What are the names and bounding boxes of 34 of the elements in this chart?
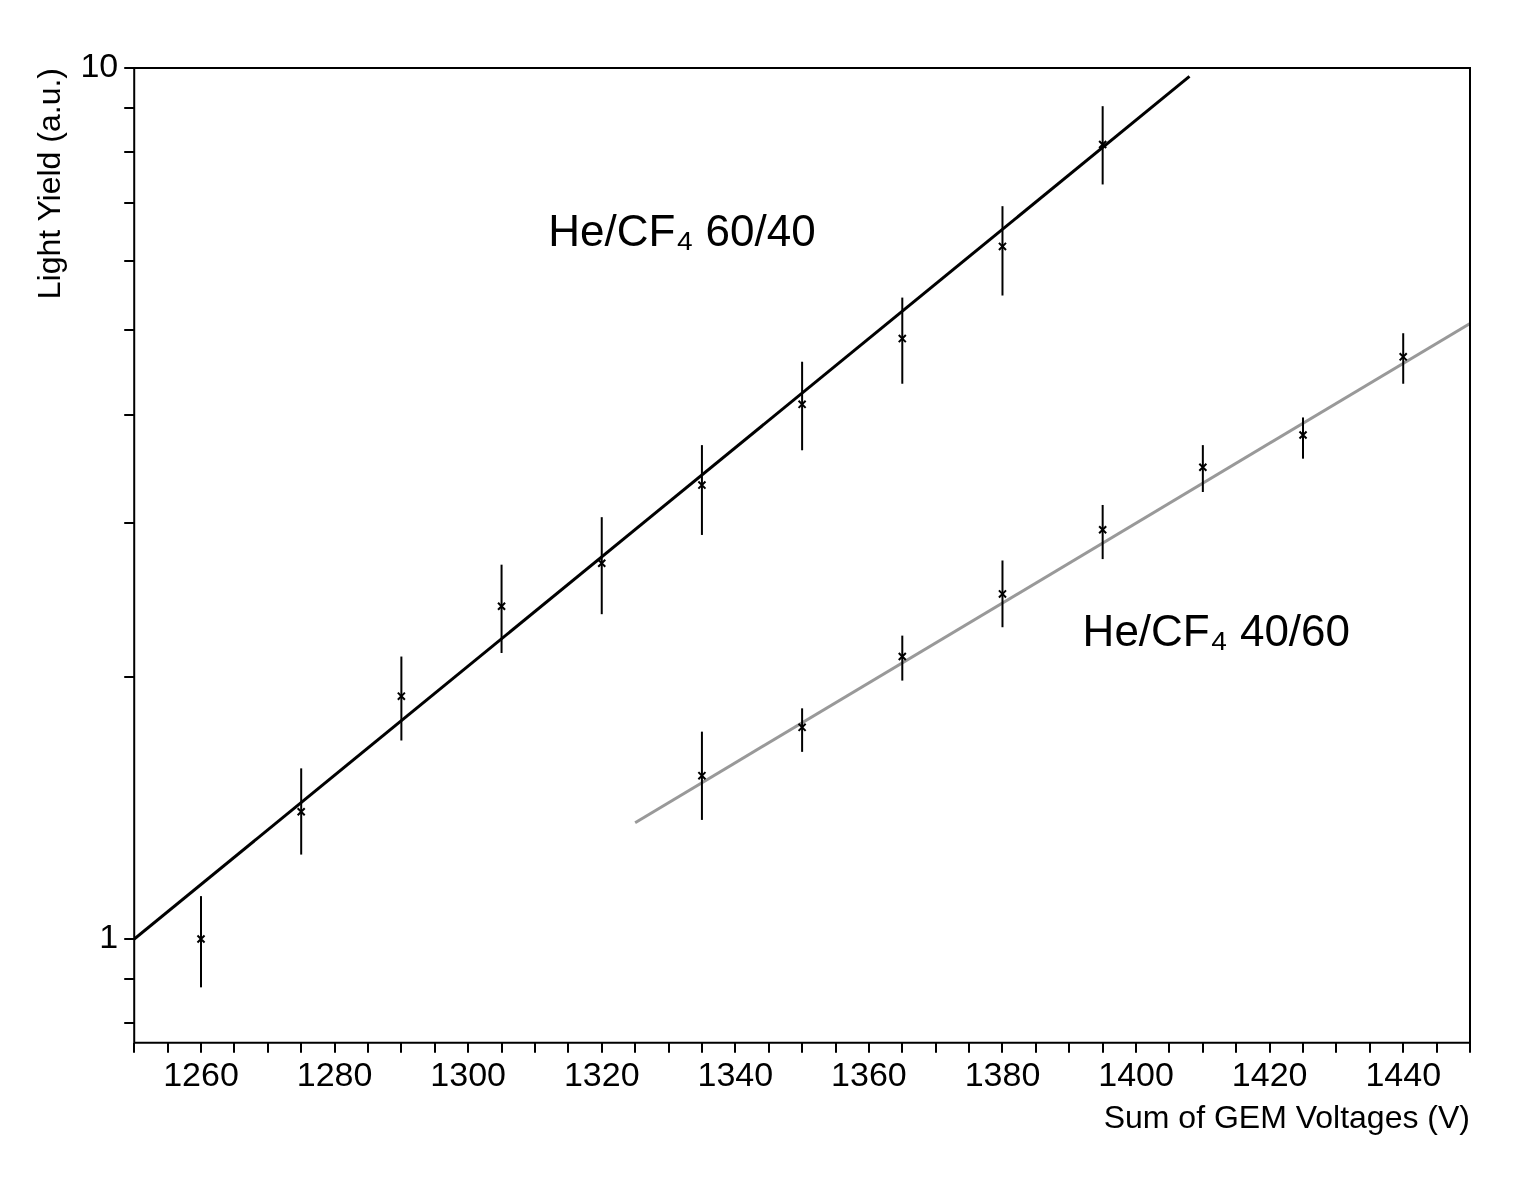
point [897,334,907,344]
x-tick-label: 1340 [697,1054,774,1093]
point [797,722,807,732]
point [1098,139,1108,149]
point [1198,462,1208,472]
x-tick-label: 1380 [964,1054,1041,1093]
x-tick-label: 1360 [831,1054,907,1093]
point [897,652,907,662]
point [997,589,1008,599]
point [797,399,807,409]
point [997,241,1008,251]
x-tick-label: 1320 [563,1054,640,1093]
x-tick-label: 1260 [163,1054,239,1093]
point [597,558,607,568]
x-tick-label: 1400 [1098,1054,1174,1093]
point [1398,352,1408,362]
y-tick-label: 1 [99,917,119,956]
point [697,480,707,490]
x-axis-title: Sum of GEM Voltages (V) [1103,1098,1470,1135]
x-tick-label: 1280 [296,1054,373,1093]
series-label: He/CF₄ 40/60 [1082,605,1351,655]
x-tick-label: 1420 [1231,1054,1308,1093]
point [1098,525,1108,535]
point [697,771,707,781]
point [396,691,406,701]
text: He/CF₄ 60/40 [548,205,816,255]
point [497,601,507,611]
point [296,807,306,817]
x-tick-label: 1300 [430,1054,506,1093]
x-tick-label: 1440 [1365,1054,1442,1093]
point [1298,430,1308,440]
point [196,934,206,944]
y-axis-title: Light Yield (a.u.) [31,68,68,300]
y-tick-label: 10 [80,46,119,85]
